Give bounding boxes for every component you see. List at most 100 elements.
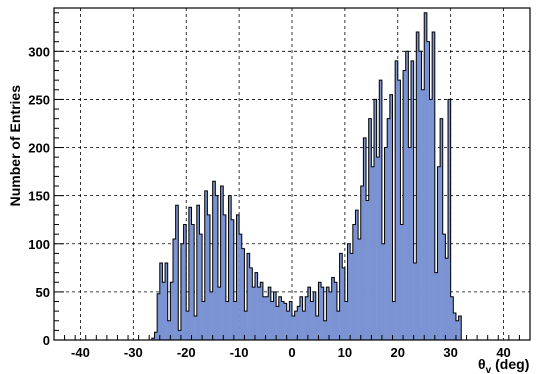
histogram-bin [302, 311, 306, 340]
histogram-bin [418, 51, 422, 340]
histogram-bin [376, 157, 380, 340]
histogram-bin [212, 181, 216, 340]
histogram-bin [186, 311, 190, 340]
histogram-bin [395, 60, 399, 340]
x-tick-label: -20 [177, 345, 196, 360]
histogram-bin [299, 296, 303, 340]
histogram-bin [434, 272, 438, 340]
histogram-bin [162, 282, 166, 340]
histogram-bin [281, 301, 285, 340]
histogram-bin [397, 80, 401, 340]
histogram-bin [220, 186, 224, 340]
histogram-bin [392, 301, 396, 340]
x-tick-label: 10 [338, 345, 352, 360]
histogram-bin [199, 234, 203, 340]
histogram-bin [373, 99, 377, 340]
histogram-bin [321, 287, 324, 340]
histogram-bin [416, 32, 420, 340]
y-tick-label: 300 [28, 44, 50, 59]
histogram-bin [331, 277, 335, 340]
histogram-bin [210, 291, 213, 340]
histogram-bin [244, 311, 248, 340]
histogram-bin [207, 214, 211, 340]
histogram-bin [194, 315, 198, 340]
histogram-bin [411, 60, 414, 340]
histogram-bin [421, 89, 425, 340]
histogram-bin [405, 51, 409, 340]
y-tick-label: 250 [28, 92, 50, 107]
y-tick-label: 150 [28, 189, 50, 204]
histogram-bin [252, 287, 256, 340]
histogram-bin [339, 253, 343, 340]
histogram-bin [223, 214, 227, 340]
histogram-bin [191, 224, 195, 340]
histogram-bin [159, 263, 163, 340]
histogram-bin [424, 12, 428, 341]
plot-frame [53, 7, 531, 341]
histogram-bin [154, 332, 158, 340]
histogram-bin [262, 296, 266, 340]
histogram-bin [355, 210, 359, 340]
histogram-bin [297, 306, 301, 340]
histogram-bin [239, 234, 243, 340]
x-tick-label: -40 [71, 345, 90, 360]
histogram-bin [432, 32, 436, 340]
histogram-bin [371, 166, 375, 340]
x-axis-title-subscript: v [486, 365, 492, 374]
histogram-bin [450, 296, 454, 340]
histogram-bin [344, 301, 348, 340]
x-axis-ticks: -40 -30 -20 -10 0 10 20 30 40 [53, 335, 531, 360]
histogram-bin [178, 330, 182, 340]
histogram-bin [360, 186, 364, 340]
histogram-bin [413, 263, 417, 340]
histogram-bin [167, 320, 171, 340]
histogram-bin [157, 293, 161, 340]
histogram-bin [292, 315, 295, 340]
histogram-bin [437, 166, 441, 340]
histogram-bin [389, 94, 393, 340]
histogram-bin [329, 291, 332, 340]
x-axis-title-unit: (deg) [495, 356, 529, 372]
histogram-bin [188, 207, 192, 340]
histogram-bin [173, 238, 176, 340]
histogram-bins [151, 12, 462, 341]
x-axis-title: θv (deg) [478, 356, 529, 374]
histogram-bin [400, 224, 404, 340]
histogram-bin [215, 195, 219, 340]
histogram-bin [379, 80, 383, 340]
histogram-bin [202, 301, 205, 340]
histogram-bin [403, 70, 406, 341]
histogram-bin [286, 311, 290, 340]
histogram-bin [151, 338, 155, 340]
histogram-bin [254, 272, 258, 340]
histogram-bin [180, 243, 184, 340]
histogram-bin [318, 282, 322, 340]
histogram-bin [257, 287, 261, 340]
histogram-bin [455, 320, 459, 340]
histogram-bin [284, 303, 287, 340]
histogram-bin [458, 315, 462, 340]
x-tick-label: 30 [443, 345, 457, 360]
histogram-bin [445, 258, 449, 340]
y-tick-label: 50 [36, 285, 50, 300]
histogram-bin [426, 41, 430, 341]
histogram-bin [429, 99, 433, 340]
x-tick-label: 20 [391, 345, 405, 360]
histogram-bin [350, 253, 354, 340]
histogram-bin [384, 147, 388, 340]
histogram-bin [315, 315, 319, 340]
y-axis-title: Number of Entries [7, 85, 23, 207]
histogram-bin [453, 313, 457, 340]
histogram-bin [336, 311, 340, 340]
x-tick-label: -10 [230, 345, 249, 360]
histogram-bin [442, 234, 446, 340]
histogram-bin [368, 118, 372, 341]
y-tick-label: 100 [28, 237, 50, 252]
histogram-bin [268, 287, 272, 340]
histogram-bin [183, 224, 187, 340]
histogram-bin [440, 118, 443, 341]
histogram-bin [236, 214, 240, 340]
histogram-bin [217, 287, 221, 340]
histogram-bin [307, 287, 311, 340]
histogram-bin [381, 243, 385, 340]
